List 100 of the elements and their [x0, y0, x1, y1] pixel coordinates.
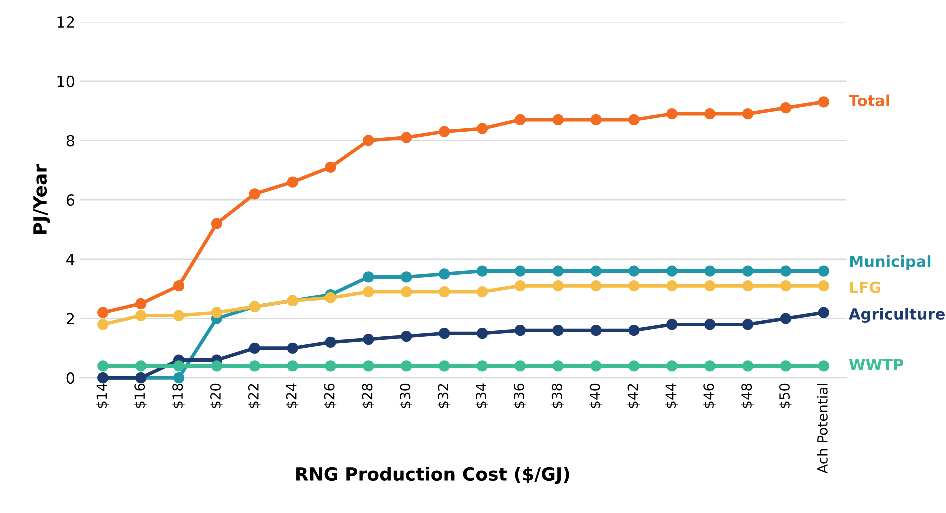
x-tick-label: $44	[665, 384, 678, 408]
point	[818, 266, 830, 277]
point	[363, 272, 374, 283]
x-tick-label: $22	[248, 384, 261, 408]
point	[704, 108, 716, 120]
x-tick-label: $36	[514, 384, 526, 408]
point	[439, 328, 450, 340]
point	[363, 286, 374, 298]
point	[476, 123, 488, 134]
x-tick-label: $38	[552, 384, 564, 408]
x-tick-label: $50	[779, 384, 792, 408]
point	[136, 298, 147, 310]
x-tick-label: $32	[438, 384, 450, 408]
point	[666, 108, 678, 120]
series-label: Total	[848, 94, 890, 107]
point	[136, 360, 147, 372]
x-tick-label: $24	[286, 384, 299, 408]
x-tick-label: $14	[96, 384, 110, 408]
point	[590, 114, 602, 126]
point	[514, 360, 526, 372]
series-label: Agriculture	[848, 308, 945, 324]
point	[98, 319, 109, 330]
point	[780, 313, 792, 324]
point	[98, 307, 109, 318]
point	[818, 96, 830, 108]
point	[780, 266, 792, 277]
point	[514, 266, 526, 277]
point	[211, 307, 223, 318]
point	[628, 325, 640, 336]
point	[742, 360, 754, 372]
point	[476, 266, 488, 277]
point	[780, 102, 792, 114]
point	[287, 360, 298, 372]
point	[742, 266, 754, 277]
point	[704, 319, 716, 330]
point	[211, 360, 223, 372]
point	[325, 336, 336, 348]
point	[590, 360, 602, 372]
point	[287, 342, 298, 354]
point	[514, 280, 526, 292]
point	[628, 360, 640, 372]
point	[552, 325, 564, 336]
point	[439, 126, 450, 138]
point	[590, 266, 602, 277]
point	[666, 266, 678, 277]
y-tick-label: 0	[66, 372, 75, 384]
point	[249, 360, 260, 372]
point	[173, 360, 185, 372]
point	[742, 280, 754, 292]
point	[401, 330, 412, 342]
point	[818, 280, 830, 292]
point	[211, 218, 223, 230]
point	[476, 328, 488, 340]
y-tick-label: 4	[66, 254, 75, 266]
point	[628, 266, 640, 277]
point	[136, 310, 147, 322]
point	[704, 360, 716, 372]
y-tick-label: 8	[66, 135, 75, 147]
y-axis-title: PJ/Year	[34, 164, 50, 234]
point	[552, 280, 564, 292]
point	[401, 286, 412, 298]
point	[401, 132, 412, 144]
point	[401, 272, 412, 283]
point	[439, 268, 450, 280]
x-tick-label: Ach Potential	[817, 384, 828, 474]
point	[704, 266, 716, 277]
x-tick-label: $42	[628, 384, 640, 408]
series-label: Municipal	[850, 256, 931, 270]
x-tick-label: $48	[741, 384, 754, 408]
point	[98, 360, 109, 372]
point	[590, 325, 602, 336]
y-tick-label: 6	[66, 194, 75, 206]
point	[325, 162, 336, 173]
point	[552, 266, 564, 277]
point	[363, 135, 374, 146]
point	[742, 319, 754, 330]
point	[173, 280, 185, 292]
point	[628, 280, 640, 292]
series-label: LFG	[850, 282, 880, 294]
point	[439, 286, 450, 298]
y-tick-label: 10	[58, 76, 75, 88]
y-tick-label: 12	[58, 16, 74, 28]
point	[287, 176, 298, 188]
point	[476, 360, 488, 372]
point	[363, 334, 374, 346]
point	[173, 372, 185, 384]
point	[628, 114, 640, 126]
x-tick-label: $30	[400, 384, 413, 408]
x-tick-label: $16	[134, 384, 147, 408]
x-tick-label: $28	[362, 384, 375, 408]
point	[780, 360, 792, 372]
point	[325, 360, 336, 372]
point	[590, 280, 602, 292]
point	[552, 114, 564, 126]
point	[818, 360, 830, 372]
point	[666, 280, 678, 292]
point	[666, 319, 678, 330]
x-axis-title: RNG Production Cost ($/GJ)	[296, 467, 570, 484]
point	[666, 360, 678, 372]
point	[514, 114, 526, 126]
